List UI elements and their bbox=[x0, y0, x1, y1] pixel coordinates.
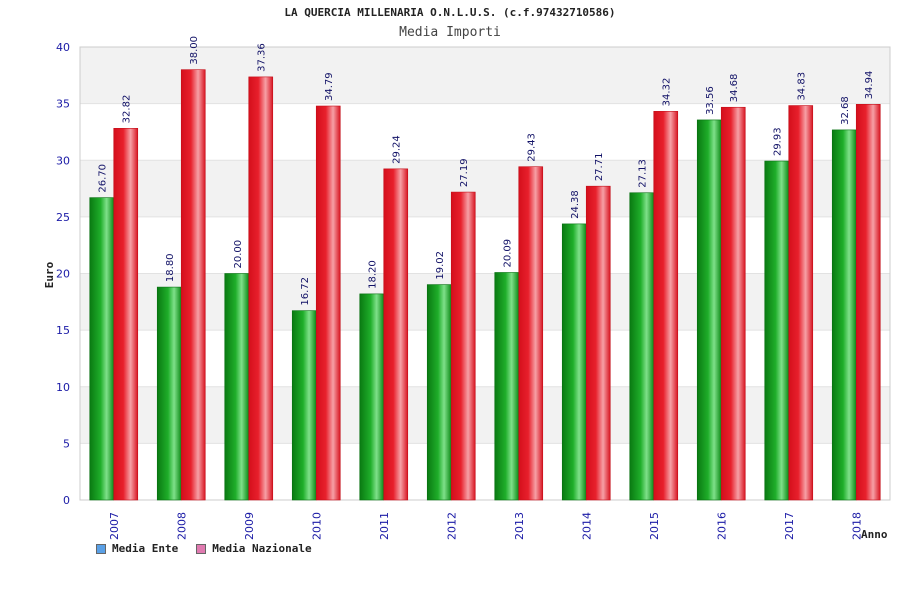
grid-band bbox=[80, 47, 890, 104]
bar-nazionale bbox=[383, 168, 409, 501]
x-axis-title: Anno bbox=[861, 528, 888, 541]
value-label-ente: 19.02 bbox=[435, 251, 446, 280]
x-tick-label: 2011 bbox=[378, 512, 391, 540]
grid-band bbox=[80, 103, 890, 161]
bar-ente bbox=[156, 286, 182, 501]
value-label-nazionale: 32.82 bbox=[122, 95, 133, 124]
bar-ente bbox=[291, 310, 317, 501]
x-tick-label: 2013 bbox=[513, 512, 526, 540]
value-label-ente: 20.09 bbox=[503, 239, 514, 268]
value-label-ente: 20.00 bbox=[233, 240, 244, 269]
bar-ente bbox=[224, 273, 250, 501]
x-tick-label: 2014 bbox=[580, 512, 593, 540]
value-label-nazionale: 34.83 bbox=[797, 72, 808, 101]
x-tick-label: 2010 bbox=[310, 512, 323, 540]
bar-nazionale bbox=[518, 166, 544, 501]
legend-item-nazionale: Media Nazionale bbox=[196, 542, 312, 555]
legend-swatch-nazionale bbox=[196, 543, 207, 554]
grid-band bbox=[80, 216, 890, 274]
bar-nazionale bbox=[450, 191, 476, 501]
value-label-nazionale: 34.94 bbox=[864, 71, 875, 100]
x-tick-label: 2009 bbox=[243, 512, 256, 540]
legend: Media Ente Media Nazionale bbox=[96, 542, 312, 555]
y-tick-label: 0 bbox=[63, 494, 70, 507]
bar-nazionale bbox=[720, 106, 746, 501]
bar-nazionale bbox=[180, 69, 206, 501]
x-tick-label: 2018 bbox=[850, 512, 863, 540]
y-tick-label: 35 bbox=[56, 98, 70, 111]
value-label-ente: 32.68 bbox=[840, 96, 851, 125]
chart-title: LA QUERCIA MILLENARIA O.N.L.U.S. (c.f.97… bbox=[284, 6, 616, 19]
y-tick-label: 25 bbox=[56, 211, 70, 224]
bar-nazionale bbox=[653, 111, 679, 501]
grid-band bbox=[80, 330, 890, 387]
value-label-ente: 18.20 bbox=[368, 260, 379, 289]
x-tick-label: 2015 bbox=[648, 512, 661, 540]
value-label-nazionale: 38.00 bbox=[189, 36, 200, 65]
y-tick-label: 15 bbox=[56, 324, 70, 337]
bar-ente bbox=[629, 192, 655, 501]
x-tick-label: 2007 bbox=[108, 512, 121, 540]
y-tick-label: 10 bbox=[56, 381, 70, 394]
value-label-nazionale: 27.19 bbox=[459, 158, 470, 187]
bar-ente bbox=[359, 293, 385, 501]
value-label-ente: 27.13 bbox=[638, 159, 649, 188]
value-label-ente: 18.80 bbox=[165, 253, 176, 282]
value-label-nazionale: 27.71 bbox=[594, 153, 605, 182]
y-tick-label: 30 bbox=[56, 154, 70, 167]
grid-band bbox=[80, 160, 890, 217]
bar-nazionale bbox=[315, 105, 341, 501]
bar-nazionale bbox=[113, 128, 139, 501]
bar-ente bbox=[764, 160, 790, 501]
y-tick-label: 20 bbox=[56, 268, 70, 281]
value-label-nazionale: 34.68 bbox=[729, 74, 740, 103]
grid-band bbox=[80, 443, 890, 500]
bar-nazionale bbox=[248, 76, 274, 501]
x-tick-label: 2016 bbox=[715, 512, 728, 540]
bar-nazionale bbox=[585, 185, 611, 501]
value-label-nazionale: 29.24 bbox=[392, 135, 403, 164]
x-tick-label: 2017 bbox=[783, 512, 796, 540]
x-tick-label: 2012 bbox=[445, 512, 458, 540]
bar-ente bbox=[696, 119, 722, 501]
value-label-ente: 16.72 bbox=[300, 277, 311, 306]
value-label-nazionale: 34.32 bbox=[662, 78, 673, 107]
bar-ente bbox=[561, 223, 587, 501]
bar-nazionale bbox=[788, 105, 814, 501]
bar-nazionale bbox=[855, 104, 881, 501]
value-label-nazionale: 34.79 bbox=[324, 72, 335, 101]
y-tick-label: 5 bbox=[63, 437, 70, 450]
legend-label-ente: Media Ente bbox=[112, 542, 179, 555]
bar-ente bbox=[89, 197, 115, 501]
value-label-nazionale: 29.43 bbox=[527, 133, 538, 162]
value-label-nazionale: 37.36 bbox=[257, 43, 268, 72]
bar-ente bbox=[494, 272, 520, 501]
plot-border bbox=[79, 46, 891, 501]
grid-band bbox=[80, 273, 890, 331]
legend-swatch-ente bbox=[96, 543, 106, 554]
bar-ente bbox=[426, 284, 452, 501]
y-tick-label: 40 bbox=[56, 41, 70, 54]
legend-item-ente: Media Ente bbox=[96, 542, 178, 555]
value-label-ente: 29.93 bbox=[773, 127, 784, 156]
chart-subtitle: Media Importi bbox=[399, 25, 501, 40]
y-axis-title: Euro bbox=[43, 261, 56, 288]
value-label-ente: 26.70 bbox=[98, 164, 109, 193]
value-label-ente: 24.38 bbox=[570, 190, 581, 219]
legend-label-nazionale: Media Nazionale bbox=[212, 542, 312, 555]
x-tick-label: 2008 bbox=[175, 512, 188, 540]
bar-ente bbox=[831, 129, 857, 501]
grid-band bbox=[80, 386, 890, 444]
value-label-ente: 33.56 bbox=[705, 86, 716, 115]
